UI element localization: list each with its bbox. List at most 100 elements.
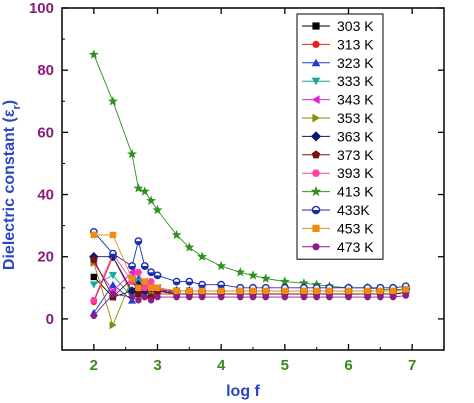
data-point	[364, 287, 371, 295]
legend-label: 343 K	[337, 92, 374, 108]
series-layer	[88, 49, 411, 330]
legend-label: 313 K	[337, 36, 374, 52]
data-point	[173, 293, 180, 301]
legend-label: 413 K	[337, 184, 374, 200]
legend-marker	[311, 77, 321, 86]
data-point	[109, 321, 117, 330]
data-point	[141, 293, 148, 301]
legend-item: 353 K	[302, 110, 374, 126]
data-point	[90, 297, 98, 304]
axis-layer: 2 3 4 5 6 7 0 20 40 60 80 100	[29, 0, 445, 374]
data-point	[108, 272, 117, 280]
data-point	[197, 251, 207, 261]
legend-item: 393 K	[302, 165, 374, 181]
y-axis-title-sub: r	[11, 105, 23, 110]
data-point	[300, 293, 308, 301]
legend-marker	[310, 131, 322, 142]
data-point	[109, 231, 117, 239]
data-point	[326, 287, 333, 295]
data-point	[128, 262, 136, 270]
x-tick-label: 6	[344, 357, 352, 374]
data-point	[198, 287, 206, 295]
data-point	[300, 287, 308, 295]
data-point	[186, 293, 193, 301]
series-453k	[90, 231, 409, 295]
x-tick-label: 4	[217, 357, 226, 374]
data-point	[135, 297, 142, 304]
data-point	[216, 260, 227, 271]
data-point	[173, 287, 180, 295]
data-point	[217, 293, 225, 301]
legend-label: 433K	[337, 202, 370, 218]
data-point	[141, 278, 148, 285]
legend-marker	[311, 150, 321, 159]
data-point	[127, 286, 137, 296]
data-point	[147, 278, 155, 285]
y-axis-title-main: Dielectric constant (ε	[1, 109, 18, 270]
legend-item: 333 K	[302, 73, 374, 89]
legend-item: 323 K	[302, 55, 374, 71]
legend-item: 433K	[302, 202, 370, 218]
x-tick-label: 3	[153, 357, 161, 374]
data-point	[154, 284, 161, 292]
data-point	[389, 287, 397, 295]
y-tick-label: 0	[46, 311, 54, 328]
legend: 303 K 313 K 323 K 333 K 343 K 353 K 363 K 373 K…	[296, 13, 384, 260]
x-tick-label: 2	[90, 357, 98, 374]
data-point	[172, 277, 181, 286]
y-axis-title-close: )	[1, 100, 18, 105]
legend-label: 353 K	[337, 110, 374, 126]
data-point	[184, 242, 195, 252]
data-point	[127, 148, 137, 159]
data-point	[364, 293, 371, 301]
legend-label: 333 K	[337, 73, 374, 89]
data-point	[109, 290, 117, 298]
data-point	[135, 284, 142, 292]
legend-marker	[312, 113, 321, 123]
data-point	[260, 273, 271, 283]
data-point	[152, 204, 163, 215]
legend-marker	[312, 224, 320, 232]
data-point	[237, 293, 244, 301]
data-point	[147, 297, 155, 304]
data-point	[141, 284, 149, 292]
data-point	[402, 292, 409, 299]
data-point	[389, 293, 397, 301]
legend-label: 373 K	[337, 147, 374, 163]
data-point	[377, 293, 384, 301]
data-point	[128, 275, 136, 282]
y-tick-label: 40	[37, 187, 54, 204]
legend-marker	[312, 40, 320, 49]
legend-item: 373 K	[302, 147, 374, 163]
y-tick-label: 60	[37, 124, 54, 141]
data-point	[249, 293, 257, 301]
data-point	[313, 293, 320, 301]
data-point	[313, 287, 320, 295]
legend-marker	[312, 22, 320, 30]
data-point	[262, 293, 269, 301]
data-point	[90, 231, 98, 239]
data-point	[279, 276, 290, 286]
data-point	[154, 293, 161, 301]
legend-marker	[312, 243, 320, 251]
data-point	[217, 287, 225, 295]
data-point	[146, 195, 157, 205]
data-point	[198, 293, 206, 301]
data-point	[108, 281, 117, 289]
data-point	[299, 278, 309, 288]
legend-label: 393 K	[337, 165, 374, 181]
data-point	[88, 49, 99, 59]
data-point	[134, 269, 143, 276]
data-point	[133, 183, 144, 193]
data-point	[217, 280, 226, 289]
data-point	[345, 293, 352, 301]
y-tick-label: 100	[29, 0, 54, 17]
y-tick-label: 20	[37, 249, 54, 266]
data-point	[248, 270, 258, 280]
data-point	[89, 281, 98, 289]
data-point	[249, 287, 257, 295]
data-point	[281, 287, 289, 295]
data-point	[377, 287, 384, 295]
legend-marker	[311, 58, 321, 67]
data-point	[108, 96, 118, 106]
